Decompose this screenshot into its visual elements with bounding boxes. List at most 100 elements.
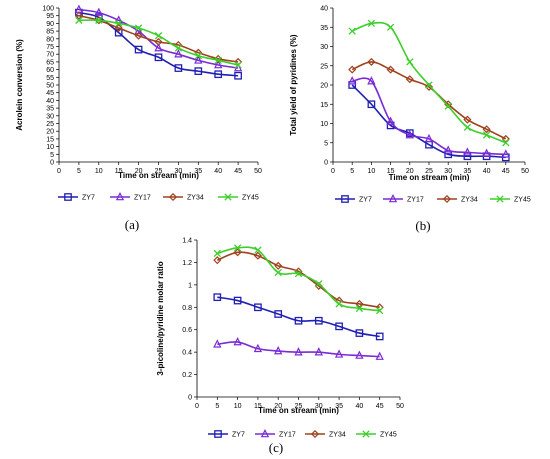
series-line-zy7 xyxy=(217,296,380,338)
legend-label: ZY17 xyxy=(279,432,296,439)
y-tick-label: 40 xyxy=(46,98,54,105)
x-tick-label: 50 xyxy=(396,403,404,410)
data-point-zy45 xyxy=(194,52,202,60)
data-point-zy17 xyxy=(482,148,491,157)
data-point-zy7 xyxy=(214,70,223,79)
x-tick-label: 10 xyxy=(95,168,103,175)
y-tick-label: 0 xyxy=(50,160,54,167)
data-point-zy17 xyxy=(274,345,283,355)
y-tick-label: 10 xyxy=(46,144,54,151)
x-tick-label: 50 xyxy=(254,168,262,175)
data-point-zy7 xyxy=(314,316,323,325)
y-tick-label: 0.4 xyxy=(182,350,192,357)
x-tick-label: 45 xyxy=(502,168,510,175)
legend-marker xyxy=(362,430,370,438)
data-point-zy17 xyxy=(348,76,357,85)
data-point-zy45 xyxy=(463,123,472,132)
chart-panel-a: 0 5 10 15 20 25 30 35 40 45 5005101520253035404550… xyxy=(15,4,262,232)
data-point-zy34 xyxy=(134,31,143,40)
data-point-zy7 xyxy=(154,53,163,62)
data-point-zy7 xyxy=(274,310,283,318)
data-point-zy17 xyxy=(213,339,222,348)
data-point-zy7 xyxy=(194,67,203,75)
data-point-zy17 xyxy=(154,42,163,52)
y-axis-title: 3-picoline/pyridine molar ratio xyxy=(156,261,165,375)
x-tick-label: 0 xyxy=(195,403,199,410)
data-point-zy17 xyxy=(463,147,472,156)
series-zy45 xyxy=(213,244,384,315)
y-tick-label: 90 xyxy=(46,21,54,28)
x-tick-label: 15 xyxy=(254,403,262,410)
legend-label: ZY34 xyxy=(329,432,346,439)
y-tick-label: 5 xyxy=(50,152,54,159)
data-point-zy34 xyxy=(154,37,163,46)
y-tick-label: 100 xyxy=(42,6,54,13)
x-tick-label: 35 xyxy=(464,168,472,175)
x-tick-label: 25 xyxy=(295,403,303,410)
data-point-zy17 xyxy=(334,349,344,358)
legend-item-zy34: ZY34 xyxy=(305,429,346,439)
data-point-zy45 xyxy=(444,102,452,110)
data-point-zy7 xyxy=(254,303,262,312)
series-zy45 xyxy=(75,16,242,69)
series-zy7 xyxy=(348,81,510,162)
legend-label: ZY17 xyxy=(407,197,424,204)
data-point-zy17 xyxy=(233,63,243,72)
legend-item-zy17: ZY17 xyxy=(255,428,296,439)
data-point-zy7 xyxy=(375,332,384,341)
x-tick-label: 40 xyxy=(356,403,364,410)
data-point-zy34 xyxy=(294,267,303,276)
data-point-zy45 xyxy=(115,19,123,28)
chart-panel-b: 0 5 10 15 20 25 30 35 40 45 50 0 5 10 15 20 25 30 35 40 Time… xyxy=(289,6,531,234)
y-tick-label: 80 xyxy=(46,36,54,43)
data-point-zy34 xyxy=(482,125,491,134)
data-point-zy7 xyxy=(355,329,364,337)
x-tick-label: 30 xyxy=(175,168,183,175)
data-point-zy45 xyxy=(406,58,414,66)
data-point-zy34 xyxy=(233,248,242,257)
y-tick-label: 55 xyxy=(46,75,54,82)
data-point-zy34 xyxy=(355,299,364,308)
data-point-zy45 xyxy=(348,27,356,35)
x-tick-label: 20 xyxy=(135,168,143,175)
x-tick-label: 5 xyxy=(350,168,354,175)
legend-marker xyxy=(214,430,222,438)
y-tick-label: 1.2 xyxy=(182,260,192,267)
legend-item-zy7: ZY7 xyxy=(335,195,372,204)
y-tick-label: 25 xyxy=(46,121,54,128)
data-point-zy7 xyxy=(335,322,343,331)
y-tick-label: 0.6 xyxy=(182,327,192,334)
data-point-zy17 xyxy=(134,26,143,35)
legend-marker xyxy=(388,193,398,203)
legend-item-zy45: ZY45 xyxy=(218,193,259,202)
legend-label: ZY45 xyxy=(514,197,531,204)
y-tick-label: 30 xyxy=(320,44,328,51)
y-tick-label: 0.8 xyxy=(182,305,192,312)
data-point-zy45 xyxy=(95,16,103,24)
data-point-zy34 xyxy=(274,261,283,270)
x-tick-label: 30 xyxy=(315,403,323,410)
legend-marker xyxy=(442,194,452,204)
data-point-zy7 xyxy=(213,293,222,302)
data-point-zy45 xyxy=(335,300,343,308)
legend-item-zy7: ZY7 xyxy=(208,430,245,439)
series-line-zy7 xyxy=(351,84,506,159)
legend-label: ZY7 xyxy=(82,195,95,202)
x-tick-label: 5 xyxy=(77,168,81,175)
y-tick-label: 30 xyxy=(46,113,54,120)
data-point-zy17 xyxy=(174,49,183,58)
y-tick-label: 15 xyxy=(46,136,54,143)
data-point-zy34 xyxy=(253,251,262,260)
data-point-zy34 xyxy=(114,23,123,33)
data-point-zy45 xyxy=(154,32,163,40)
x-tick-label: 10 xyxy=(234,403,242,410)
x-tick-label: 15 xyxy=(387,168,395,175)
legend-item-zy45: ZY45 xyxy=(490,195,531,204)
legend-item-zy34: ZY34 xyxy=(437,194,478,204)
data-point-zy7 xyxy=(174,64,183,72)
series-line-zy34 xyxy=(351,61,507,140)
y-tick-label: 65 xyxy=(46,59,54,66)
data-point-zy17 xyxy=(424,133,434,143)
y-tick-label: 75 xyxy=(46,44,54,51)
